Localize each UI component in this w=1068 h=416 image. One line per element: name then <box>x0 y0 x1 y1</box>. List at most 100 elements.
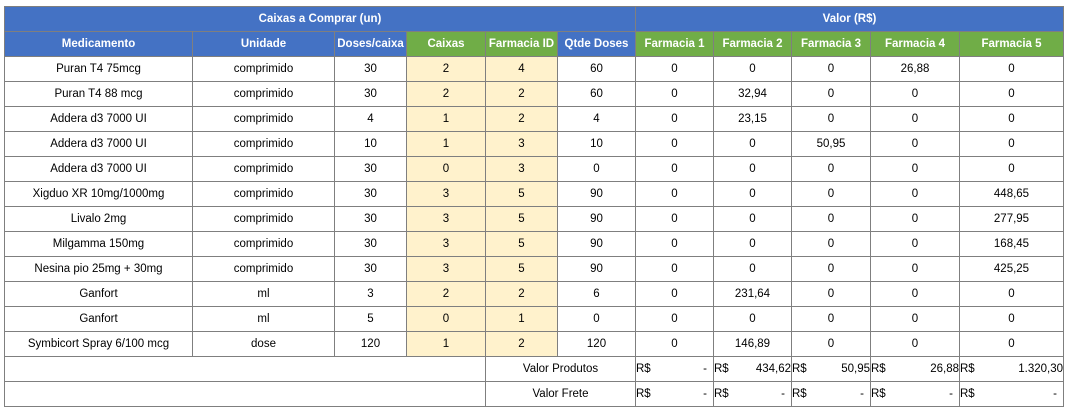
cell-farmacia-1[interactable]: 0 <box>635 56 714 82</box>
valor-produtos-row-farmacia-4[interactable]: R$ 26,88 <box>870 356 960 382</box>
col-header-farmacia-5[interactable]: Farmacia 5 <box>959 31 1064 57</box>
cell-farmacia-4[interactable]: 0 <box>870 281 960 307</box>
cell-medicamento[interactable]: Milgamma 150mg <box>4 231 193 257</box>
cell-farmacia-5[interactable]: 448,65 <box>959 181 1064 207</box>
cell-farmacia-5[interactable]: 168,45 <box>959 231 1064 257</box>
cell-caixas[interactable]: 1 <box>406 331 486 357</box>
cell-farmacia-4[interactable]: 0 <box>870 106 960 132</box>
cell-farmacia-2[interactable]: 0 <box>713 131 792 157</box>
cell-qtde-doses[interactable]: 0 <box>557 306 636 332</box>
col-header-farmacia-4[interactable]: Farmacia 4 <box>870 31 960 57</box>
cell-farmacia-5[interactable]: 425,25 <box>959 256 1064 282</box>
cell-medicamento[interactable]: Livalo 2mg <box>4 206 193 232</box>
cell-medicamento[interactable]: Nesina pio 25mg + 30mg <box>4 256 193 282</box>
cell-medicamento[interactable]: Addera d3 7000 UI <box>4 156 193 182</box>
cell-qtde-doses[interactable]: 90 <box>557 256 636 282</box>
cell-farmacia-4[interactable]: 0 <box>870 156 960 182</box>
cell-farmacia-3[interactable]: 0 <box>791 331 871 357</box>
cell-doses-caixa[interactable]: 30 <box>334 231 407 257</box>
cell-farmacia-4[interactable]: 0 <box>870 181 960 207</box>
cell-farmacia-5[interactable]: 0 <box>959 81 1064 107</box>
cell-farmacia-id[interactable]: 5 <box>485 256 558 282</box>
cell-unidade[interactable]: comprimido <box>192 206 335 232</box>
col-header-qtde-doses[interactable]: Qtde Doses <box>557 31 636 57</box>
cell-farmacia-1[interactable]: 0 <box>635 256 714 282</box>
cell-farmacia-3[interactable]: 0 <box>791 56 871 82</box>
cell-farmacia-2[interactable]: 32,94 <box>713 81 792 107</box>
cell-farmacia-id[interactable]: 1 <box>485 306 558 332</box>
valor-frete-row-farmacia-3[interactable]: R$ - <box>791 381 871 407</box>
cell-farmacia-3[interactable]: 0 <box>791 306 871 332</box>
valor-frete-row-farmacia-2[interactable]: R$ - <box>713 381 792 407</box>
cell-doses-caixa[interactable]: 30 <box>334 256 407 282</box>
cell-farmacia-1[interactable]: 0 <box>635 106 714 132</box>
cell-qtde-doses[interactable]: 90 <box>557 206 636 232</box>
cell-caixas[interactable]: 3 <box>406 256 486 282</box>
valor-produtos-row-farmacia-5[interactable]: R$ 1.320,30 <box>959 356 1064 382</box>
cell-doses-caixa[interactable]: 120 <box>334 331 407 357</box>
cell-farmacia-2[interactable]: 0 <box>713 56 792 82</box>
cell-farmacia-id[interactable]: 5 <box>485 206 558 232</box>
cell-farmacia-id[interactable]: 2 <box>485 331 558 357</box>
valor-frete-row-farmacia-4[interactable]: R$ - <box>870 381 960 407</box>
cell-farmacia-4[interactable]: 0 <box>870 206 960 232</box>
valor-produtos-row-farmacia-2[interactable]: R$ 434,62 <box>713 356 792 382</box>
cell-caixas[interactable]: 1 <box>406 106 486 132</box>
cell-farmacia-1[interactable]: 0 <box>635 281 714 307</box>
cell-farmacia-3[interactable]: 0 <box>791 181 871 207</box>
cell-caixas[interactable]: 1 <box>406 131 486 157</box>
cell-unidade[interactable]: comprimido <box>192 231 335 257</box>
cell-farmacia-4[interactable]: 0 <box>870 231 960 257</box>
cell-farmacia-3[interactable]: 0 <box>791 81 871 107</box>
cell-farmacia-4[interactable]: 0 <box>870 331 960 357</box>
cell-farmacia-5[interactable]: 0 <box>959 56 1064 82</box>
cell-farmacia-1[interactable]: 0 <box>635 231 714 257</box>
cell-unidade[interactable]: comprimido <box>192 156 335 182</box>
cell-farmacia-2[interactable]: 146,89 <box>713 331 792 357</box>
cell-doses-caixa[interactable]: 30 <box>334 206 407 232</box>
cell-farmacia-4[interactable]: 0 <box>870 306 960 332</box>
cell-farmacia-1[interactable]: 0 <box>635 181 714 207</box>
cell-farmacia-3[interactable]: 0 <box>791 281 871 307</box>
cell-doses-caixa[interactable]: 10 <box>334 131 407 157</box>
valor-produtos-row-label[interactable]: Valor Produtos <box>485 356 636 382</box>
col-header-medicamento[interactable]: Medicamento <box>4 31 193 57</box>
cell-qtde-doses[interactable]: 60 <box>557 81 636 107</box>
col-header-farmacia-1[interactable]: Farmacia 1 <box>635 31 714 57</box>
cell-unidade[interactable]: comprimido <box>192 256 335 282</box>
cell-unidade[interactable]: comprimido <box>192 56 335 82</box>
cell-unidade[interactable]: comprimido <box>192 181 335 207</box>
cell-farmacia-2[interactable]: 0 <box>713 206 792 232</box>
valor-frete-row-farmacia-5[interactable]: R$ - <box>959 381 1064 407</box>
cell-farmacia-1[interactable]: 0 <box>635 81 714 107</box>
valor-frete-row-label[interactable]: Valor Frete <box>485 381 636 407</box>
cell-unidade[interactable]: ml <box>192 281 335 307</box>
col-header-caixas[interactable]: Caixas <box>406 31 486 57</box>
cell-qtde-doses[interactable]: 90 <box>557 231 636 257</box>
cell-farmacia-4[interactable]: 26,88 <box>870 56 960 82</box>
cell-medicamento[interactable]: Addera d3 7000 UI <box>4 106 193 132</box>
cell-unidade[interactable]: ml <box>192 306 335 332</box>
cell-farmacia-3[interactable]: 50,95 <box>791 131 871 157</box>
cell-doses-caixa[interactable]: 30 <box>334 181 407 207</box>
col-header-farmacia-3[interactable]: Farmacia 3 <box>791 31 871 57</box>
valor-produtos-row-farmacia-1[interactable]: R$ - <box>635 356 714 382</box>
cell-qtde-doses[interactable]: 60 <box>557 56 636 82</box>
cell-caixas[interactable]: 3 <box>406 231 486 257</box>
cell-farmacia-1[interactable]: 0 <box>635 206 714 232</box>
cell-qtde-doses[interactable]: 120 <box>557 331 636 357</box>
valor-frete-row-farmacia-1[interactable]: R$ - <box>635 381 714 407</box>
col-header-unidade[interactable]: Unidade <box>192 31 335 57</box>
col-header-farmacia-id[interactable]: Farmacia ID <box>485 31 558 57</box>
cell-farmacia-5[interactable]: 277,95 <box>959 206 1064 232</box>
cell-unidade[interactable]: comprimido <box>192 81 335 107</box>
cell-farmacia-id[interactable]: 4 <box>485 56 558 82</box>
cell-medicamento[interactable]: Symbicort Spray 6/100 mcg <box>4 331 193 357</box>
cell-farmacia-5[interactable]: 0 <box>959 156 1064 182</box>
cell-farmacia-2[interactable]: 23,15 <box>713 106 792 132</box>
cell-farmacia-2[interactable]: 231,64 <box>713 281 792 307</box>
cell-farmacia-2[interactable]: 0 <box>713 181 792 207</box>
cell-doses-caixa[interactable]: 3 <box>334 281 407 307</box>
cell-medicamento[interactable]: Puran T4 88 mcg <box>4 81 193 107</box>
cell-caixas[interactable]: 3 <box>406 206 486 232</box>
